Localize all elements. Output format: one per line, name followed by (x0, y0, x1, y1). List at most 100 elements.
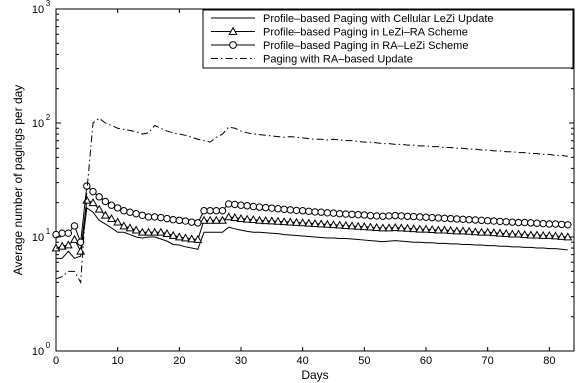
series-3-point (144, 213, 153, 221)
series-3-point (453, 215, 461, 223)
series-3-point (200, 207, 208, 215)
series-2-point (489, 228, 499, 237)
legend-box (202, 9, 574, 69)
series-3-point (181, 217, 190, 225)
series-3-point (311, 208, 319, 216)
series-2-point (236, 213, 246, 222)
series-2-point (452, 226, 462, 235)
series-3-point (403, 212, 412, 220)
series-3-point (409, 212, 418, 221)
series-2-point (470, 227, 480, 236)
series-3-point (477, 216, 486, 225)
series-3-point (360, 211, 369, 219)
series-2-point (193, 234, 203, 243)
series-3-point (280, 205, 288, 213)
series-3-point (527, 219, 535, 227)
series-3-point (292, 206, 301, 215)
series-3-point (348, 210, 356, 219)
series-line-1 (56, 207, 568, 259)
series-2-point (248, 215, 258, 224)
series-2-point (150, 227, 160, 236)
plot-frame (55, 8, 575, 352)
series-3-point (551, 220, 560, 228)
series-3-point (194, 219, 202, 227)
series-2-point (279, 217, 289, 226)
series-2-point (119, 221, 129, 230)
legend-marker-circle (229, 41, 237, 49)
series-2-point (131, 225, 141, 234)
series-2-point (458, 226, 468, 235)
y-tick-exponent: 0 (46, 341, 51, 350)
y-tick-exponent: 1 (46, 227, 51, 236)
series-3-point (397, 212, 406, 220)
series-2-point (205, 215, 215, 224)
series-3-point (459, 215, 467, 223)
series-2-point (285, 217, 295, 226)
series-3-point (335, 210, 344, 218)
series-2-point (298, 218, 308, 227)
x-tick-label: 40 (297, 355, 309, 367)
series-2-point (501, 229, 511, 238)
series-3-point (101, 197, 110, 206)
series-3-point (416, 213, 424, 221)
series-3-point (206, 207, 214, 215)
series-2-point (384, 223, 394, 232)
legend-marker-triangle (228, 26, 238, 36)
series-3-point (508, 218, 517, 226)
series-2-point (390, 222, 400, 231)
legend-label-2: Profile–based Paging in LeZi–RA Scheme (263, 27, 468, 39)
series-2-point (495, 228, 505, 237)
series-3-point (520, 218, 529, 227)
series-2-point (415, 224, 425, 233)
series-3-point (157, 213, 165, 222)
x-tick-label: 50 (358, 355, 370, 367)
series-3-point (58, 229, 66, 237)
series-2-point (403, 223, 412, 232)
series-3-point (218, 207, 227, 215)
series-3-point (255, 203, 264, 211)
x-tick-label: 30 (235, 355, 247, 367)
series-3-point (545, 220, 554, 228)
series-3-point (305, 207, 313, 216)
series-3-point (89, 187, 97, 196)
series-2-point (551, 231, 560, 240)
series-2-point (255, 215, 264, 224)
series-2-point (156, 227, 166, 236)
series-3-point (95, 193, 103, 201)
series-2-point (125, 223, 135, 232)
series-3-point (379, 212, 387, 220)
series-3-point (286, 206, 295, 214)
series-3-point (274, 205, 282, 213)
series-3-point (564, 221, 572, 229)
series-3-point (317, 208, 325, 216)
series-3-point (212, 207, 221, 215)
series-3-point (385, 212, 393, 220)
series-3-point (64, 229, 73, 237)
series-2-point (396, 223, 406, 232)
series-3-point (169, 215, 177, 224)
x-tick-label: 0 (53, 355, 59, 367)
series-3-point (329, 209, 338, 217)
series-3-point (440, 214, 449, 222)
series-2-point (144, 227, 153, 236)
series-3-point (372, 212, 381, 220)
series-2-point (483, 227, 493, 236)
series-2-point (63, 240, 73, 249)
series-3-point (366, 211, 375, 220)
series-3-point (113, 204, 122, 212)
series-2-point (526, 230, 536, 239)
series-2-point (520, 229, 530, 238)
series-2-point (107, 213, 116, 222)
series-2-point (181, 233, 190, 242)
series-2-point (335, 220, 345, 229)
series-2-point (162, 229, 172, 238)
series-2-point (341, 220, 351, 229)
series-2-point (532, 230, 542, 239)
series-2-point (409, 224, 419, 233)
series-3-point (224, 200, 233, 208)
series-2-point (433, 225, 443, 234)
series-3-point (533, 219, 541, 227)
series-3-point (446, 214, 455, 223)
series-3-point (490, 217, 498, 225)
series-3-point (163, 214, 171, 223)
